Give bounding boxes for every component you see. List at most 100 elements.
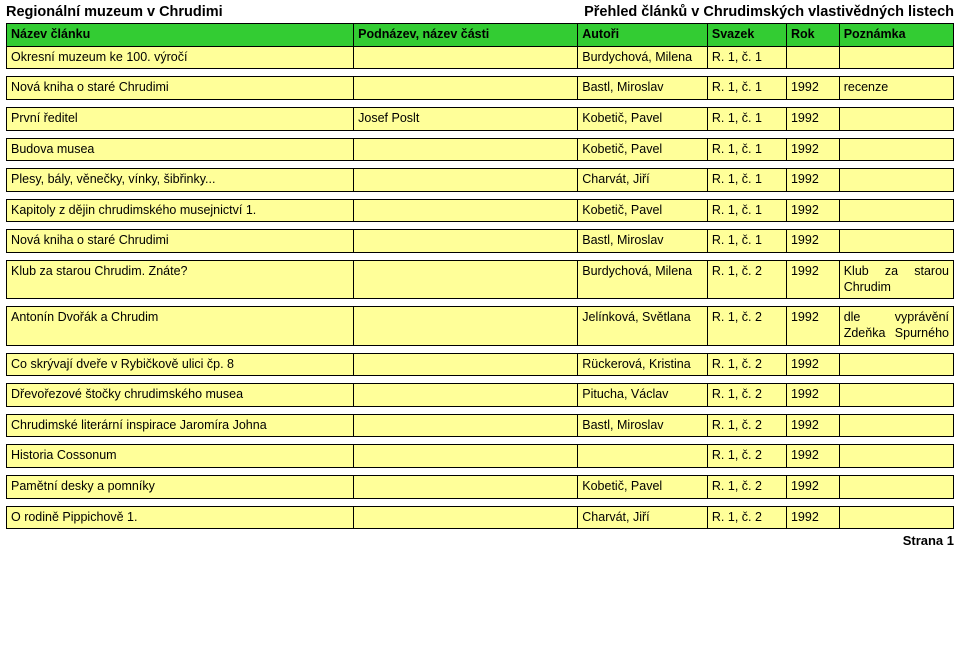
table-header-row: Název článkuPodnázev, název částiAutořiS…: [7, 24, 954, 47]
table-cell: [578, 445, 708, 468]
table-cell: Klub za starou Chrudim. Znáte?: [7, 261, 354, 299]
table-row: Klub za starou Chrudim. Znáte? Burdychová…: [7, 261, 954, 299]
table-row: Pamětní desky a pomníkyKobetič, PavelR. …: [7, 476, 954, 499]
separator-row: [7, 253, 954, 261]
table-row: Co skrývají dveře v Rybičkově ulici čp. …: [7, 353, 954, 376]
table-cell: R. 1, č. 2: [707, 353, 786, 376]
table-cell: Pitucha, Václav: [578, 384, 708, 407]
table-cell: [354, 138, 578, 161]
table-cell: [839, 476, 953, 499]
header-left: Regionální muzeum v Chrudimi: [6, 4, 223, 20]
table-cell: Kobetič, Pavel: [578, 476, 708, 499]
table-cell: [839, 169, 953, 192]
table-cell: 1992: [786, 414, 839, 437]
header-right: Přehled článků v Chrudimských vlastivědn…: [584, 4, 954, 20]
table-cell: [354, 261, 578, 299]
table-cell: [354, 353, 578, 376]
table-cell: dle vyprávění Zdeňka Spurného: [839, 307, 953, 345]
table-row: Nová kniha o staré ChrudimiBastl, Mirosl…: [7, 230, 954, 253]
table-cell: R. 1, č. 2: [707, 476, 786, 499]
column-header: Název článku: [7, 24, 354, 47]
table-cell: Nová kniha o staré Chrudimi: [7, 230, 354, 253]
separator-row: [7, 406, 954, 414]
table-cell: Kapitoly z dějin chrudimského musejnictv…: [7, 199, 354, 222]
table-cell: recenze: [839, 77, 953, 100]
table-cell: R. 1, č. 1: [707, 138, 786, 161]
separator-row: [7, 222, 954, 230]
table-cell: R. 1, č. 1: [707, 199, 786, 222]
separator-row: [7, 437, 954, 445]
separator-row: [7, 191, 954, 199]
table-cell: [839, 414, 953, 437]
table-cell: R. 1, č. 1: [707, 77, 786, 100]
table-cell: Bastl, Miroslav: [578, 414, 708, 437]
column-header: Rok: [786, 24, 839, 47]
table-cell: 1992: [786, 353, 839, 376]
separator-row: [7, 345, 954, 353]
table-cell: Kobetič, Pavel: [578, 107, 708, 130]
table-cell: [839, 506, 953, 529]
table-row: Okresní muzeum ke 100. výročí Burdychová,…: [7, 46, 954, 69]
page-footer: Strana 1: [6, 533, 954, 548]
column-header: Autoři: [578, 24, 708, 47]
table-cell: 1992: [786, 138, 839, 161]
table-cell: 1992: [786, 261, 839, 299]
table-cell: [839, 107, 953, 130]
table-cell: Burdychová, Milena: [578, 46, 708, 69]
table-cell: 1992: [786, 169, 839, 192]
table-cell: [839, 445, 953, 468]
table-cell: [354, 199, 578, 222]
table-cell: [354, 46, 578, 69]
table-cell: 1992: [786, 199, 839, 222]
table-cell: R. 1, č. 2: [707, 261, 786, 299]
table-cell: Charvát, Jiří: [578, 506, 708, 529]
table-cell: [354, 169, 578, 192]
table-cell: 1992: [786, 107, 839, 130]
table-cell: Antonín Dvořák a Chrudim: [7, 307, 354, 345]
table-cell: 1992: [786, 230, 839, 253]
table-cell: [354, 307, 578, 345]
separator-row: [7, 376, 954, 384]
table-cell: [839, 353, 953, 376]
table-cell: Okresní muzeum ke 100. výročí: [7, 46, 354, 69]
table-cell: [839, 230, 953, 253]
table-cell: O rodině Pippichově 1.: [7, 506, 354, 529]
table-cell: R. 1, č. 2: [707, 384, 786, 407]
table-cell: R. 1, č. 2: [707, 445, 786, 468]
separator-row: [7, 69, 954, 77]
table-cell: Dřevořezové štočky chrudimského musea: [7, 384, 354, 407]
table-cell: Charvát, Jiří: [578, 169, 708, 192]
column-header: Poznámka: [839, 24, 953, 47]
table-cell: [354, 414, 578, 437]
column-header: Podnázev, název části: [354, 24, 578, 47]
table-cell: [839, 138, 953, 161]
table-cell: Kobetič, Pavel: [578, 199, 708, 222]
table-row: O rodině Pippichově 1.Charvát, JiříR. 1,…: [7, 506, 954, 529]
separator-row: [7, 498, 954, 506]
table-cell: R. 1, č. 2: [707, 307, 786, 345]
table-cell: 1992: [786, 476, 839, 499]
table-cell: [786, 46, 839, 69]
table-row: První ředitelJosef PosltKobetič, PavelR.…: [7, 107, 954, 130]
table-cell: Burdychová, Milena: [578, 261, 708, 299]
table-row: Nová kniha o staré ChrudimiBastl, Mirosl…: [7, 77, 954, 100]
table-cell: Kobetič, Pavel: [578, 138, 708, 161]
separator-row: [7, 299, 954, 307]
table-cell: [354, 384, 578, 407]
table-cell: Budova musea: [7, 138, 354, 161]
table-cell: R. 1, č. 2: [707, 414, 786, 437]
column-header: Svazek: [707, 24, 786, 47]
table-cell: 1992: [786, 384, 839, 407]
table-cell: [354, 77, 578, 100]
table-cell: Josef Poslt: [354, 107, 578, 130]
table-row: Plesy, bály, věnečky, vínky, šibřinky...…: [7, 169, 954, 192]
table-cell: Bastl, Miroslav: [578, 77, 708, 100]
table-cell: [839, 384, 953, 407]
table-cell: [354, 445, 578, 468]
table-cell: 1992: [786, 77, 839, 100]
table-row: Chrudimské literární inspirace Jaromíra …: [7, 414, 954, 437]
separator-row: [7, 468, 954, 476]
table-cell: 1992: [786, 506, 839, 529]
table-cell: [354, 230, 578, 253]
page-header: Regionální muzeum v Chrudimi Přehled člá…: [6, 4, 954, 20]
